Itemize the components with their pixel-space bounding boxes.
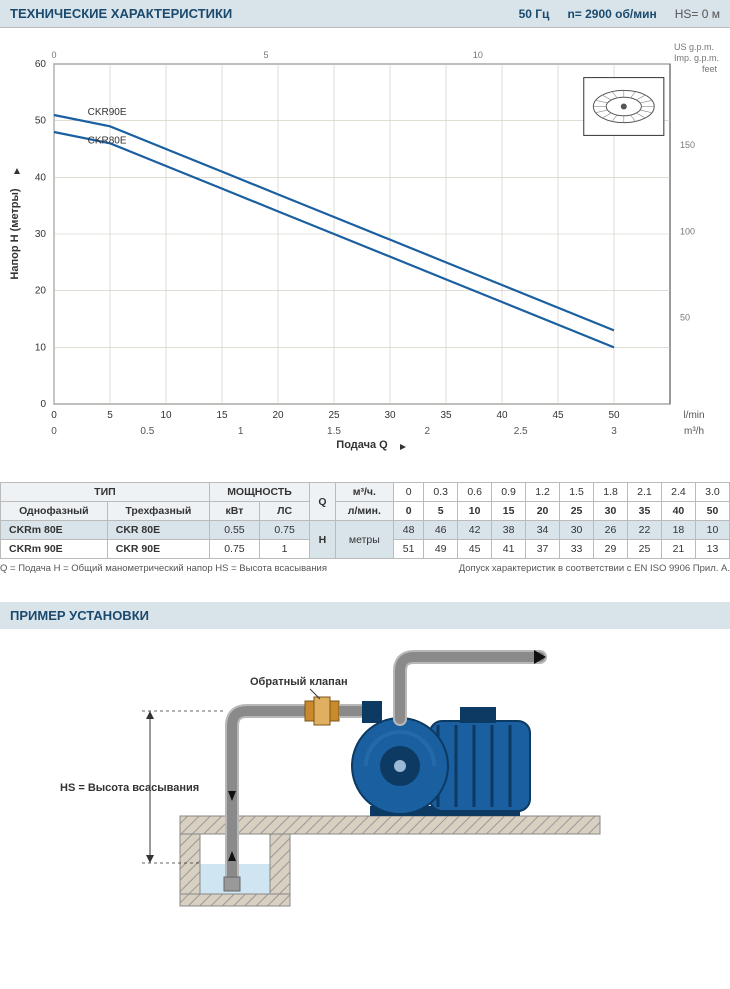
- svg-text:5: 5: [263, 50, 268, 60]
- header-title: ТЕХНИЧЕСКИЕ ХАРАКТЕРИСТИКИ: [10, 6, 501, 21]
- svg-text:CKR80E: CKR80E: [88, 135, 127, 146]
- svg-text:2: 2: [425, 426, 431, 437]
- svg-text:Imp. g.p.m.: Imp. g.p.m.: [674, 53, 719, 63]
- svg-text:10: 10: [473, 50, 483, 60]
- footnote: Q = Подача H = Общий манометрический нап…: [0, 563, 730, 574]
- svg-text:50: 50: [35, 116, 47, 127]
- install-title: ПРИМЕР УСТАНОВКИ: [0, 602, 730, 629]
- header-freq: 50 Гц: [519, 7, 550, 21]
- svg-text:2.5: 2.5: [514, 426, 528, 437]
- svg-text:m³/h: m³/h: [684, 426, 704, 437]
- svg-text:0.5: 0.5: [140, 426, 154, 437]
- footnote-legend: Q = Подача H = Общий манометрический нап…: [0, 563, 459, 574]
- svg-text:10: 10: [35, 342, 47, 353]
- install-diagram: Обратный клапан HS = Высота всасывания: [0, 641, 730, 911]
- svg-text:40: 40: [496, 410, 508, 421]
- svg-text:10: 10: [160, 410, 172, 421]
- svg-text:50: 50: [608, 410, 620, 421]
- svg-text:0: 0: [51, 410, 57, 421]
- header-rpm: n= 2900 об/мин: [567, 7, 656, 21]
- header-hs: HS= 0 м: [675, 7, 720, 21]
- svg-text:0: 0: [51, 426, 57, 437]
- svg-text:Напор H (метры): Напор H (метры): [9, 188, 21, 279]
- svg-text:5: 5: [107, 410, 113, 421]
- performance-chart: 051015202530354045500102030405060l/min00…: [0, 34, 730, 464]
- svg-text:30: 30: [384, 410, 396, 421]
- svg-text:0: 0: [40, 399, 46, 410]
- header-bar: ТЕХНИЧЕСКИЕ ХАРАКТЕРИСТИКИ 50 Гц n= 2900…: [0, 0, 730, 28]
- svg-text:150: 150: [680, 140, 695, 150]
- svg-text:Подача Q: Подача Q: [336, 439, 388, 451]
- svg-text:3: 3: [611, 426, 617, 437]
- svg-text:30: 30: [35, 229, 47, 240]
- svg-text:40: 40: [35, 172, 47, 183]
- spec-table-wrap: ТИПМОЩНОСТЬQм³/ч.00.30.60.91.21.51.82.12…: [0, 482, 730, 559]
- svg-text:CKR90E: CKR90E: [88, 107, 127, 118]
- svg-text:15: 15: [216, 410, 228, 421]
- svg-text:35: 35: [440, 410, 452, 421]
- svg-text:25: 25: [328, 410, 340, 421]
- svg-text:1: 1: [238, 426, 244, 437]
- svg-text:20: 20: [35, 286, 47, 297]
- svg-text:HS = Высота всасывания: HS = Высота всасывания: [60, 782, 199, 794]
- svg-text:50: 50: [680, 313, 690, 323]
- svg-text:60: 60: [35, 59, 47, 70]
- svg-text:feet: feet: [702, 64, 718, 74]
- svg-text:Обратный клапан: Обратный клапан: [250, 676, 348, 688]
- spec-table: ТИПМОЩНОСТЬQм³/ч.00.30.60.91.21.51.82.12…: [0, 482, 730, 559]
- svg-text:0: 0: [51, 50, 56, 60]
- svg-text:l/min: l/min: [683, 410, 704, 421]
- svg-text:100: 100: [680, 226, 695, 236]
- svg-text:45: 45: [552, 410, 564, 421]
- svg-text:1.5: 1.5: [327, 426, 341, 437]
- footnote-tolerance: Допуск характеристик в соответствии с EN…: [459, 563, 730, 574]
- svg-text:20: 20: [272, 410, 284, 421]
- svg-text:US g.p.m.: US g.p.m.: [674, 42, 714, 52]
